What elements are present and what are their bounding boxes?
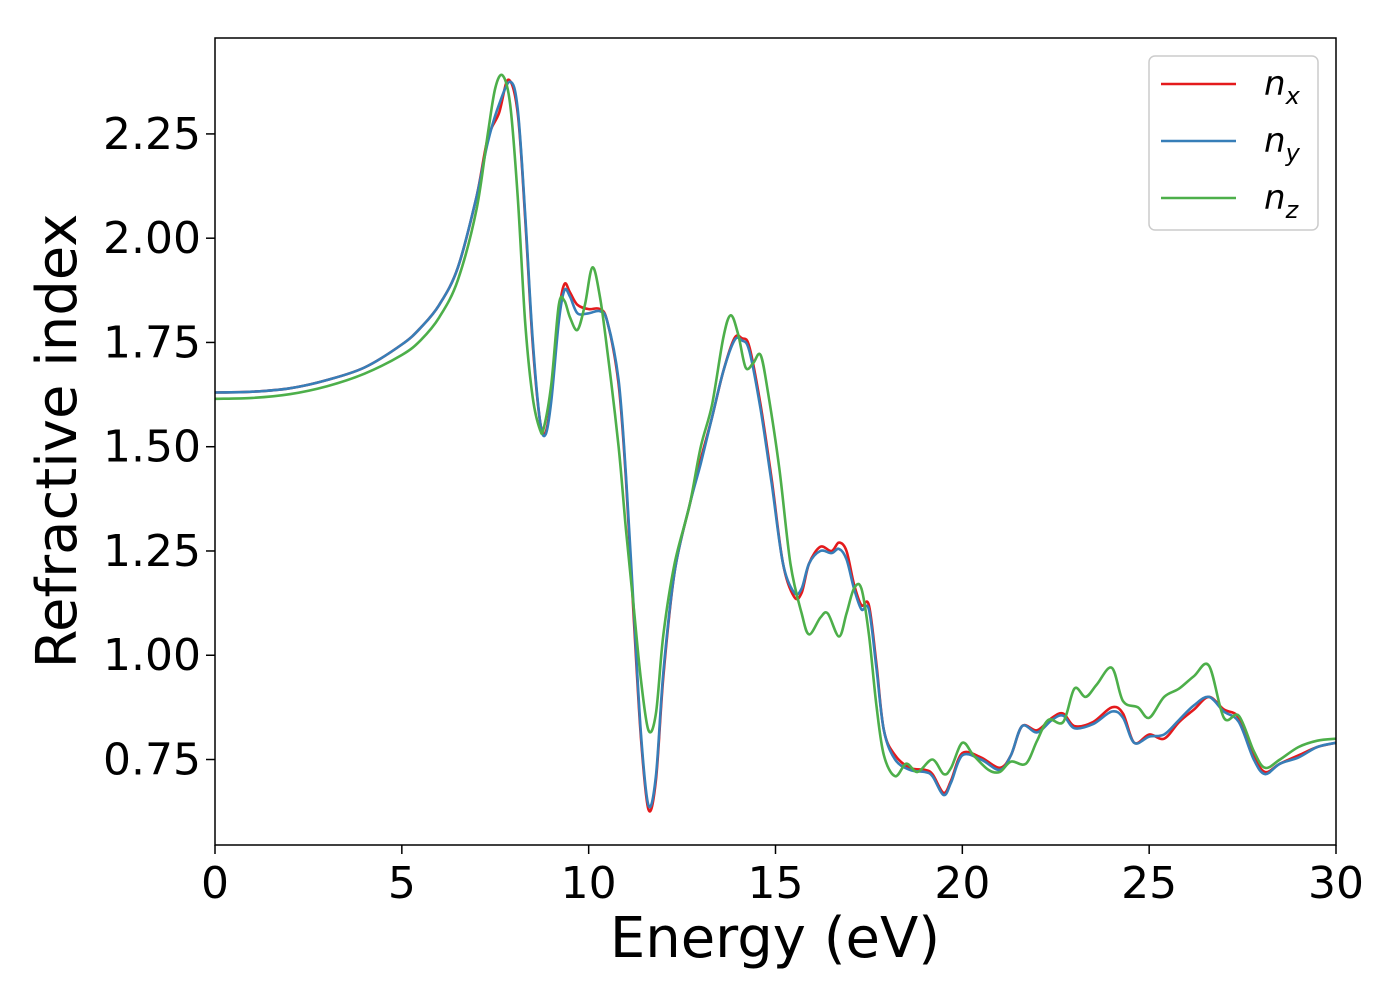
y-tick-label: 1.50 — [103, 422, 201, 473]
x-tick-label: 25 — [1121, 858, 1177, 909]
y-tick-label: 0.75 — [103, 735, 201, 786]
y-tick-label: 1.25 — [103, 526, 201, 577]
x-axis-title: Energy (eV) — [610, 906, 940, 971]
legend-frame — [1148, 55, 1319, 231]
y-axis: 0.75 1.00 1.25 1.50 1.75 2.00 2.25 — [103, 109, 215, 786]
x-axis: 0 5 10 15 20 25 30 — [201, 845, 1364, 909]
x-tick-label: 15 — [748, 858, 804, 909]
series-line-z — [215, 73, 1336, 778]
series-line-y — [215, 80, 1336, 809]
x-tick-label: 5 — [388, 858, 416, 909]
y-axis-title: Refractive index — [25, 214, 90, 669]
x-tick-label: 0 — [201, 858, 229, 909]
series-layer — [215, 73, 1336, 813]
x-tick-label: 10 — [561, 858, 617, 909]
x-tick-label: 30 — [1308, 858, 1364, 909]
y-tick-label: 2.00 — [103, 213, 201, 264]
y-tick-label: 1.75 — [103, 317, 201, 368]
x-tick-label: 20 — [934, 858, 990, 909]
y-tick-label: 1.00 — [103, 630, 201, 681]
y-tick-label: 2.25 — [103, 109, 201, 160]
